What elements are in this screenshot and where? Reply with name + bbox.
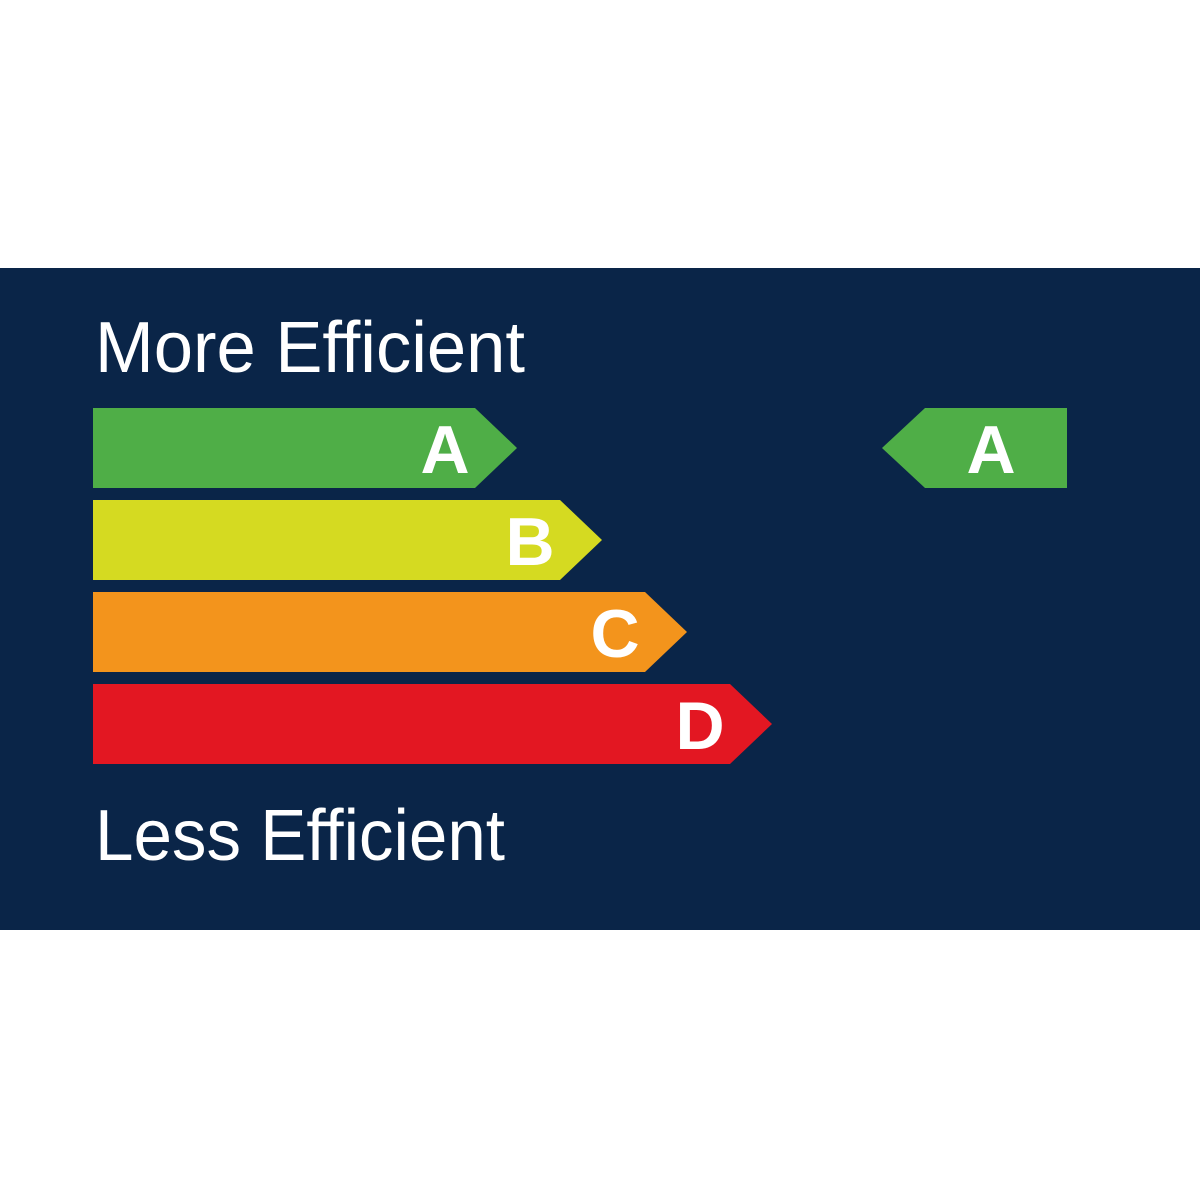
bar-arrow [93,500,602,580]
bar-letter: C [590,596,639,672]
rating-arrow [882,408,1067,488]
bar-arrow [93,408,517,488]
rating-bar-c: C [93,592,687,672]
more-efficient-label: More Efficient [95,308,525,388]
bar-arrow [93,684,772,764]
bar-arrow [93,592,687,672]
rating-bar-a: A [93,408,517,488]
bar-letter: D [675,688,724,764]
rating-letter: A [966,412,1015,488]
bar-letter: A [420,412,469,488]
rating-bar-d: D [93,684,772,764]
bar-letter: B [505,504,554,580]
rating-bar-b: B [93,500,602,580]
less-efficient-label: Less Efficient [95,796,505,876]
rating-indicator: A [882,408,1067,488]
